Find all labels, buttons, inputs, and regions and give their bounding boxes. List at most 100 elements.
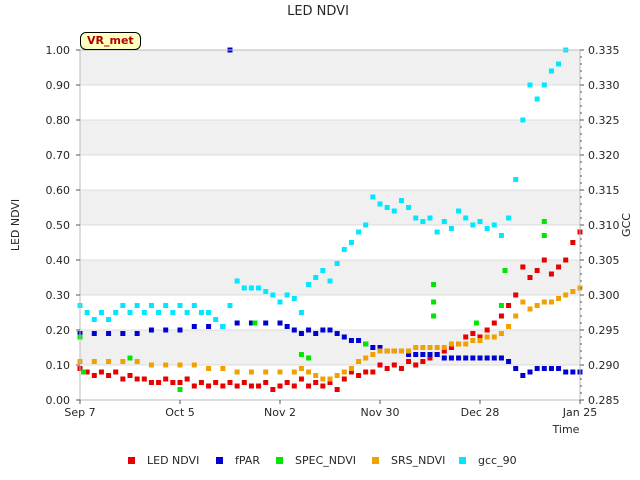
- data-point: [356, 229, 362, 235]
- data-point: [213, 317, 219, 322]
- data-point: [277, 369, 283, 375]
- data-point: [541, 82, 547, 88]
- data-point: [298, 366, 304, 371]
- data-point: [127, 373, 133, 378]
- x-tick-label: Nov 2: [264, 406, 296, 419]
- data-point: [91, 331, 97, 336]
- data-point: [477, 219, 483, 224]
- data-point: [206, 324, 212, 329]
- data-point: [277, 299, 283, 305]
- data-point: [456, 341, 462, 347]
- data-point: [441, 219, 447, 224]
- data-point: [206, 310, 212, 315]
- data-point: [398, 366, 404, 371]
- data-point: [484, 226, 490, 231]
- data-point: [398, 198, 404, 203]
- y-right-tick-label: 0.305: [588, 254, 620, 267]
- legend-label: gcc_90: [478, 454, 517, 467]
- data-point: [363, 355, 369, 361]
- data-point: [420, 352, 426, 357]
- data-point: [541, 219, 547, 224]
- legend-swatch: [216, 457, 223, 464]
- data-point: [563, 257, 569, 263]
- data-point: [256, 285, 262, 291]
- data-point: [441, 348, 447, 354]
- data-point: [206, 383, 212, 389]
- data-point: [498, 233, 504, 238]
- data-point: [270, 387, 276, 392]
- data-point: [370, 345, 376, 350]
- data-point: [506, 215, 512, 221]
- data-point: [541, 299, 547, 305]
- y-tick-label: 0.50: [46, 219, 71, 232]
- data-point: [527, 275, 533, 280]
- data-point: [363, 369, 369, 375]
- legend-label: SPEC_NDVI: [295, 454, 356, 467]
- data-point: [163, 303, 169, 308]
- data-point: [548, 299, 554, 305]
- x-tick-label: Oct 5: [165, 406, 195, 419]
- data-point: [127, 310, 133, 315]
- data-point: [306, 327, 312, 333]
- data-point: [502, 268, 508, 273]
- data-point: [534, 96, 540, 102]
- data-point: [448, 341, 454, 347]
- data-point: [348, 369, 354, 375]
- data-point: [98, 310, 104, 315]
- data-point: [98, 369, 104, 375]
- data-point: [348, 366, 354, 371]
- data-point: [120, 331, 126, 336]
- data-point: [348, 338, 354, 343]
- data-point: [170, 380, 176, 385]
- plot-band: [80, 330, 580, 365]
- data-point: [263, 369, 269, 375]
- data-point: [520, 264, 526, 270]
- data-point: [477, 355, 483, 361]
- data-point: [298, 310, 304, 315]
- data-point: [413, 215, 419, 221]
- y-tick-label: 0.70: [46, 149, 71, 162]
- legend: LED NDVI fPAR SPEC_NDVI SRS_NDVI gcc_90: [128, 454, 517, 467]
- data-point: [277, 320, 283, 326]
- data-point: [241, 380, 247, 385]
- data-point: [427, 355, 433, 361]
- plot-band: [80, 120, 580, 155]
- data-point: [470, 338, 476, 343]
- data-point: [163, 327, 169, 333]
- x-tick-label: Nov 30: [361, 406, 400, 419]
- data-point: [463, 341, 469, 347]
- data-point: [327, 380, 333, 385]
- data-point: [313, 331, 319, 336]
- data-point: [291, 296, 297, 301]
- data-point: [91, 317, 97, 322]
- data-point: [513, 177, 519, 182]
- data-point: [163, 362, 169, 368]
- legend-swatch: [128, 457, 135, 464]
- y-right-tick-label: 0.335: [588, 44, 620, 57]
- data-point: [106, 331, 112, 336]
- data-point: [570, 289, 576, 294]
- data-point: [227, 303, 233, 308]
- data-point: [406, 352, 412, 357]
- data-point: [370, 194, 376, 200]
- data-point: [127, 355, 133, 361]
- data-point: [391, 362, 397, 368]
- data-point: [413, 345, 419, 350]
- data-point: [306, 355, 312, 361]
- data-point: [298, 352, 304, 357]
- data-point: [184, 376, 190, 382]
- data-point: [320, 327, 326, 333]
- data-point: [156, 380, 162, 385]
- data-point: [527, 82, 533, 88]
- data-point: [220, 366, 226, 371]
- data-point: [491, 334, 497, 340]
- y-tick-label: 0.10: [46, 359, 71, 372]
- data-point: [252, 320, 258, 326]
- plot-band: [80, 295, 580, 330]
- y-tick-label: 1.00: [46, 44, 71, 57]
- data-point: [406, 348, 412, 354]
- data-point: [320, 383, 326, 389]
- legend-swatch: [276, 457, 283, 464]
- data-point: [441, 345, 447, 350]
